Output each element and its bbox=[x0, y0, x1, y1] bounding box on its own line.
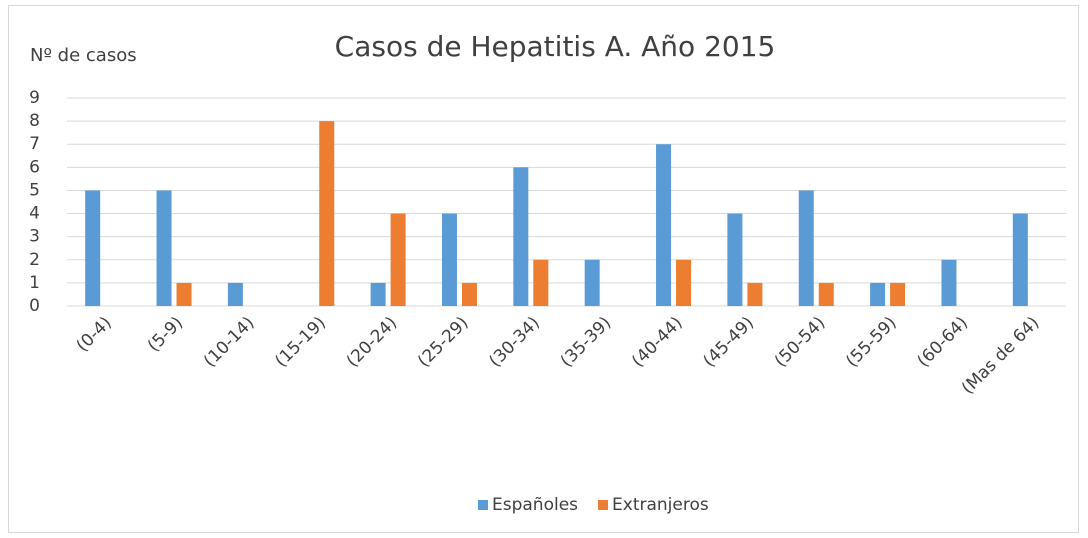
y-tick-label: 3 bbox=[29, 227, 40, 247]
bar bbox=[370, 282, 386, 306]
bar bbox=[798, 190, 814, 306]
y-tick-label: 6 bbox=[29, 157, 40, 177]
bar bbox=[676, 259, 692, 306]
chart-title: Casos de Hepatitis A. Año 2015 bbox=[335, 30, 776, 63]
y-axis-label: Nº de casos bbox=[30, 45, 137, 66]
bar bbox=[461, 282, 477, 306]
y-tick-label: 4 bbox=[29, 204, 40, 224]
legend-swatch bbox=[598, 500, 609, 510]
y-tick-label: 2 bbox=[29, 250, 40, 270]
bar bbox=[870, 282, 886, 306]
bar bbox=[390, 213, 406, 306]
legend-swatch bbox=[478, 500, 488, 510]
y-tick-label: 8 bbox=[29, 111, 40, 131]
bar bbox=[584, 259, 600, 306]
y-tick-label: 9 bbox=[29, 88, 40, 108]
bar bbox=[319, 121, 335, 306]
bar bbox=[176, 282, 192, 306]
bar bbox=[747, 282, 763, 306]
legend-label: Españoles bbox=[492, 495, 578, 515]
bar bbox=[727, 213, 743, 306]
bar bbox=[941, 259, 957, 306]
bar bbox=[227, 282, 243, 306]
bar bbox=[85, 190, 101, 306]
bar bbox=[441, 213, 457, 306]
bar bbox=[818, 282, 834, 306]
bar bbox=[1012, 213, 1028, 306]
legend-label: Extranjeros bbox=[612, 495, 709, 515]
bar bbox=[656, 144, 672, 306]
bar bbox=[156, 190, 172, 306]
bar bbox=[890, 282, 906, 306]
y-tick-label: 1 bbox=[29, 273, 40, 293]
bar bbox=[533, 259, 549, 306]
y-tick-label: 0 bbox=[29, 296, 40, 316]
y-tick-label: 5 bbox=[29, 180, 40, 200]
bar bbox=[513, 167, 529, 306]
y-tick-label: 7 bbox=[29, 134, 40, 154]
